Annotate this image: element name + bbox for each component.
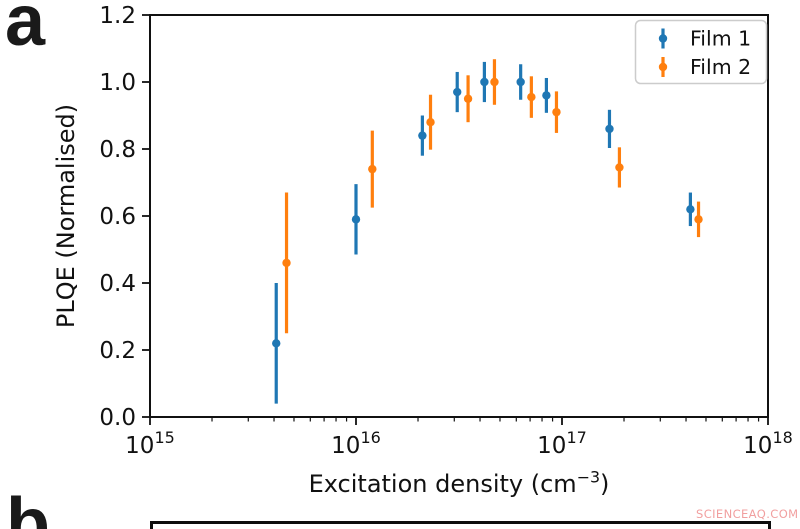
watermark: SCIENCEAQ.COM xyxy=(696,507,799,521)
panel-b-plot-box xyxy=(150,521,771,529)
data-point xyxy=(282,258,291,268)
data-point xyxy=(463,94,473,103)
y-tick-label: 1.2 xyxy=(99,3,136,29)
data-point xyxy=(418,131,427,140)
data-point xyxy=(527,92,536,102)
legend-box xyxy=(634,19,768,85)
x-tick-label: 1015 xyxy=(125,428,175,459)
y-axis-label: PLQE (Normalised) xyxy=(52,104,80,328)
x-axis: 1015 1016 1017 1018 xyxy=(125,417,793,459)
data-point xyxy=(552,107,561,117)
panel-a-label: a xyxy=(5,0,46,61)
series-film-1 xyxy=(272,61,695,404)
axes-box xyxy=(149,14,769,418)
data-point xyxy=(453,87,462,97)
legend-marker-icon xyxy=(658,34,668,43)
data-point xyxy=(694,215,703,224)
y-tick-label: 0.0 xyxy=(99,405,136,431)
data-point xyxy=(542,91,551,100)
legend: Film 1 Film 2 xyxy=(634,19,768,85)
data-point xyxy=(272,339,281,348)
data-point xyxy=(686,205,695,214)
x-tick-label: 1017 xyxy=(537,428,587,459)
y-tick-label: 0.6 xyxy=(99,204,136,230)
data-point xyxy=(426,118,435,127)
data-point xyxy=(368,164,377,174)
data-point xyxy=(480,77,489,87)
x-tick-label: 1016 xyxy=(331,428,381,459)
legend-label: Film 1 xyxy=(690,27,751,51)
data-point xyxy=(490,77,499,87)
data-point xyxy=(351,215,361,224)
panel-b-label: b xyxy=(6,484,50,529)
y-tick-label: 0.4 xyxy=(99,271,136,297)
y-tick-label: 0.8 xyxy=(99,137,136,163)
legend-marker-icon xyxy=(658,62,668,72)
y-axis: 0.0 0.2 0.4 0.6 0.8 1.0 1.2 xyxy=(99,3,150,431)
data-point xyxy=(516,77,525,87)
y-tick-label: 1.0 xyxy=(99,70,136,96)
legend-label: Film 2 xyxy=(690,55,751,79)
x-axis-label: Excitation density (cm−3) xyxy=(309,467,610,498)
data-point xyxy=(605,124,614,134)
y-tick-label: 0.2 xyxy=(99,338,136,364)
series-film-2 xyxy=(282,59,703,334)
data-point xyxy=(615,163,624,172)
x-tick-label: 1018 xyxy=(743,428,793,459)
